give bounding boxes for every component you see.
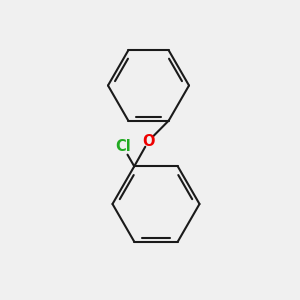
Text: Cl: Cl xyxy=(115,139,131,154)
Text: O: O xyxy=(142,134,155,148)
